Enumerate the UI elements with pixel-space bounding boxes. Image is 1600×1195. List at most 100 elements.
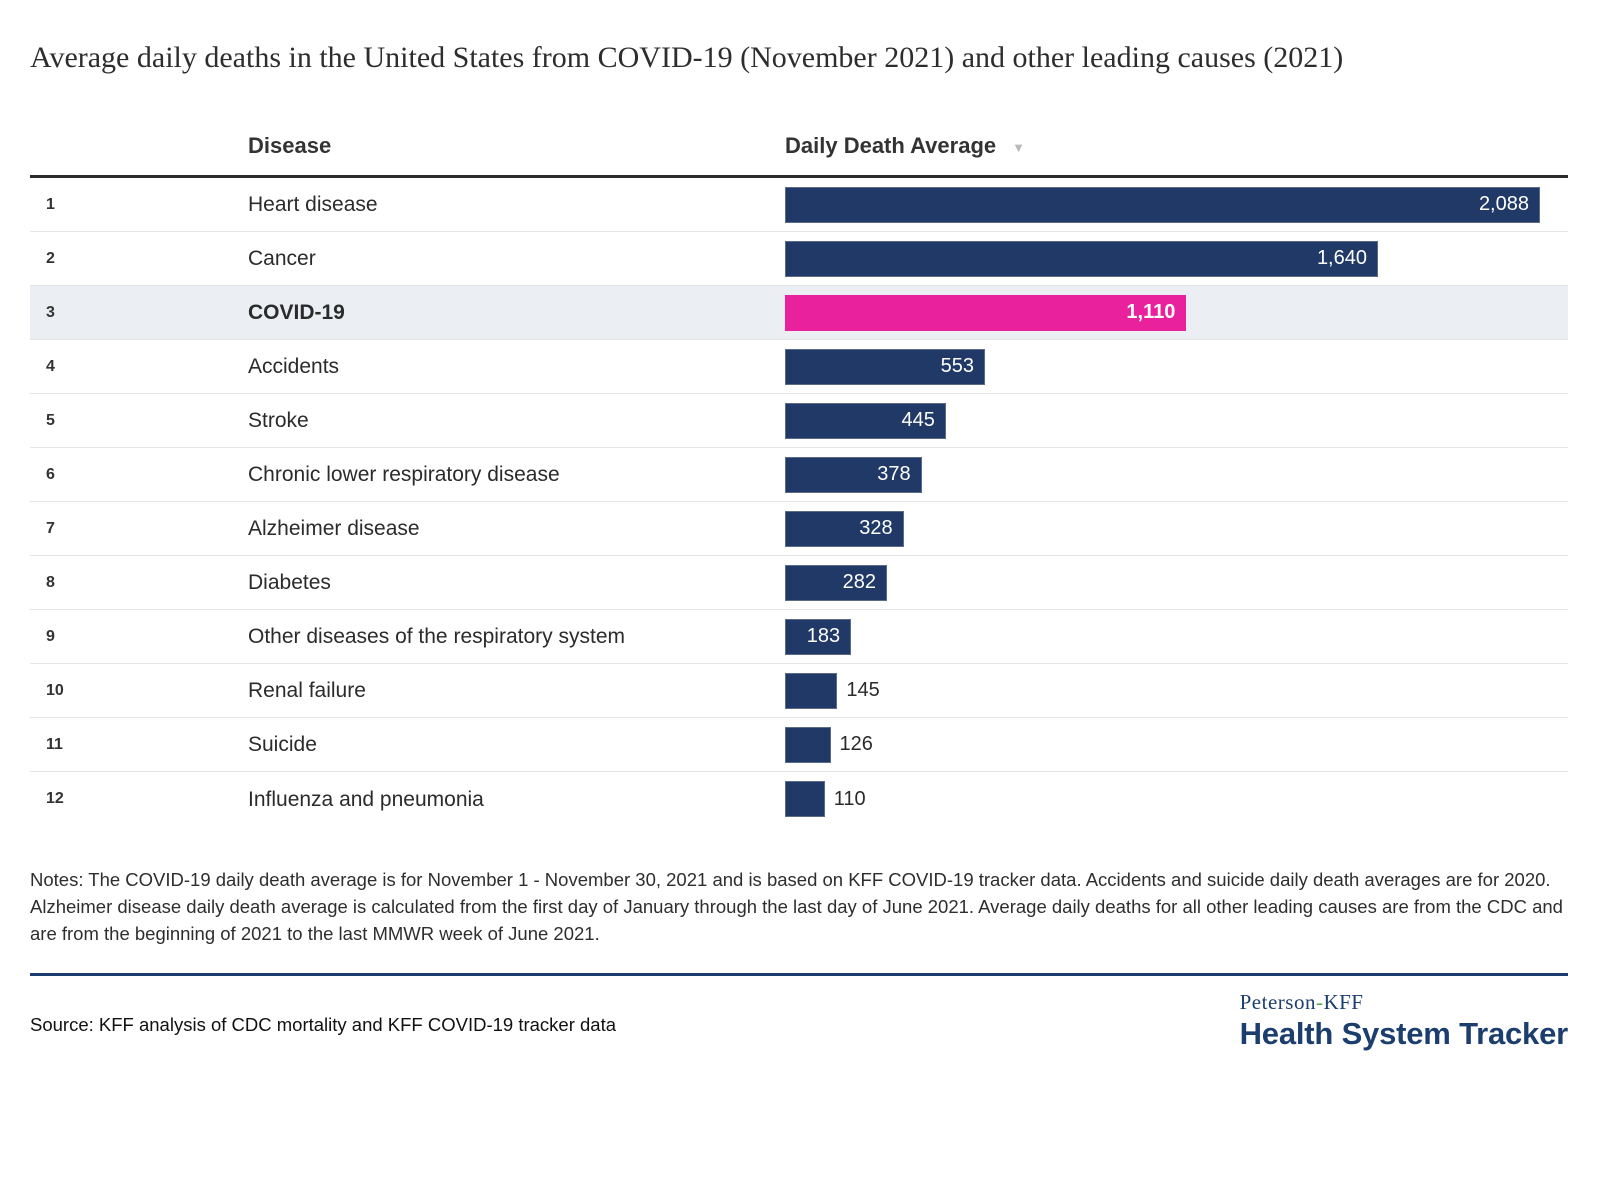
table-row[interactable]: 6 Chronic lower respiratory disease 378: [30, 448, 1568, 502]
row-bar-cell: 183: [785, 618, 1568, 655]
table-row[interactable]: 10 Renal failure 145: [30, 664, 1568, 718]
row-rank: 2: [46, 249, 55, 267]
row-rank: 10: [46, 681, 64, 699]
notes-text: Notes: The COVID-19 daily death average …: [30, 869, 1563, 944]
table-row[interactable]: 4 Accidents 553: [30, 340, 1568, 394]
bar-track: 1,640: [785, 240, 1540, 277]
bar-value-label: 145: [846, 679, 880, 701]
row-disease-label: Influenza and pneumonia: [248, 787, 484, 811]
bar-value-label: 445: [901, 409, 935, 431]
value-bar[interactable]: [785, 672, 838, 709]
row-bar-cell: 282: [785, 564, 1568, 601]
value-bar[interactable]: [785, 726, 831, 763]
row-disease-label: Heart disease: [248, 193, 378, 216]
value-bar[interactable]: 445: [785, 402, 946, 439]
row-rank: 6: [46, 465, 55, 483]
bar-track: 553: [785, 348, 1540, 385]
row-rank: 11: [46, 735, 63, 753]
row-disease-label: Cancer: [248, 247, 316, 270]
logo-hyphen: -: [1315, 990, 1324, 1014]
table-row[interactable]: 11 Suicide 126: [30, 718, 1568, 772]
row-disease-label: Suicide: [248, 733, 317, 756]
footer: Source: KFF analysis of CDC mortality an…: [30, 990, 1568, 1052]
bar-track: 145: [785, 672, 1540, 709]
bar-value-label: 183: [806, 625, 841, 647]
logo-part-peterson: Peterson: [1239, 990, 1316, 1014]
row-disease-label: Renal failure: [248, 679, 366, 702]
row-disease-label: Alzheimer disease: [248, 517, 420, 540]
source-text: Source: KFF analysis of CDC mortality an…: [30, 1014, 617, 1035]
row-rank: 3: [46, 303, 55, 321]
table-row[interactable]: 1 Heart disease 2,088: [30, 178, 1568, 232]
row-bar-cell: 378: [785, 456, 1568, 493]
column-header-label: Daily Death Average: [785, 133, 997, 158]
table-row[interactable]: 12 Influenza and pneumonia 110: [30, 772, 1568, 826]
bar-track: 378: [785, 456, 1540, 493]
row-disease-label: COVID-19: [248, 301, 345, 324]
row-disease-label: Diabetes: [248, 571, 331, 594]
row-rank: 12: [46, 790, 64, 807]
bar-value-label: 328: [859, 517, 893, 539]
bar-track: 445: [785, 402, 1540, 439]
bar-track: 328: [785, 510, 1540, 547]
brand-logo: Peterson-KFF Health System Tracker: [1239, 990, 1569, 1052]
footer-divider: [30, 973, 1568, 976]
bar-track: 1,110: [785, 294, 1540, 331]
row-rank: 1: [46, 195, 55, 213]
table-row[interactable]: 9 Other diseases of the respiratory syste…: [30, 610, 1568, 664]
bar-value-label: 553: [940, 355, 974, 377]
table-row[interactable]: 8 Diabetes 282: [30, 556, 1568, 610]
table-body: 1 Heart disease 2,088 2 Cancer 1,640 3 COVID-19…: [30, 178, 1568, 826]
logo-peterson-kff: Peterson-KFF: [1240, 990, 1568, 1015]
row-disease-label: Other diseases of the respiratory system: [248, 625, 625, 648]
value-bar[interactable]: 2,088: [785, 186, 1540, 223]
row-rank: 8: [46, 573, 55, 591]
column-header-daily-death-average[interactable]: Daily Death Average ▼: [785, 133, 1568, 159]
bar-value-label: 110: [833, 787, 866, 810]
row-rank: 5: [46, 411, 55, 429]
row-bar-cell: 445: [785, 402, 1568, 439]
value-bar[interactable]: 553: [785, 348, 985, 385]
bar-track: 126: [785, 726, 1540, 763]
value-bar[interactable]: 1,640: [785, 240, 1378, 277]
bar-track: 2,088: [785, 186, 1540, 223]
row-bar-cell: 110: [785, 781, 1568, 817]
row-rank: 4: [46, 357, 55, 375]
table-row[interactable]: 2 Cancer 1,640: [30, 232, 1568, 286]
row-rank: 9: [46, 627, 55, 645]
sort-descending-icon[interactable]: ▼: [1012, 139, 1026, 155]
row-bar-cell: 2,088: [785, 186, 1568, 223]
bar-value-label: 282: [842, 571, 876, 593]
row-bar-cell: 328: [785, 510, 1568, 547]
row-rank: 7: [46, 519, 55, 537]
row-bar-cell: 126: [785, 726, 1568, 763]
logo-health-system-tracker: Health System Tracker: [1239, 1016, 1569, 1051]
bar-value-label: 378: [877, 463, 911, 485]
row-bar-cell: 145: [785, 672, 1568, 709]
value-bar[interactable]: 328: [785, 510, 904, 547]
value-bar[interactable]: 282: [785, 564, 887, 601]
value-bar[interactable]: 1,110: [785, 294, 1187, 331]
table-header: Disease Daily Death Average ▼: [30, 133, 1568, 178]
chart-title: Average daily deaths in the United State…: [30, 41, 1344, 74]
row-bar-cell: 1,640: [785, 240, 1568, 277]
value-bar[interactable]: [785, 781, 825, 817]
logo-part-kff: KFF: [1323, 990, 1364, 1014]
bar-value-label: 126: [839, 733, 873, 755]
bar-track: 183: [785, 618, 1540, 655]
table-row[interactable]: 5 Stroke 445: [30, 394, 1568, 448]
bar-value-label: 2,088: [1478, 193, 1529, 215]
bar-value-label: 1,110: [1126, 301, 1176, 323]
row-bar-cell: 1,110: [785, 294, 1568, 331]
table-row[interactable]: 3 COVID-19 1,110: [30, 286, 1568, 340]
bar-track: 110: [785, 781, 1540, 817]
value-bar[interactable]: 378: [785, 456, 922, 493]
value-bar[interactable]: 183: [785, 618, 852, 655]
row-bar-cell: 553: [785, 348, 1568, 385]
row-disease-label: Chronic lower respiratory disease: [248, 463, 560, 486]
row-disease-label: Stroke: [248, 409, 309, 432]
row-disease-label: Accidents: [248, 355, 340, 378]
column-header-disease[interactable]: Disease: [248, 133, 332, 158]
table-row[interactable]: 7 Alzheimer disease 328: [30, 502, 1568, 556]
